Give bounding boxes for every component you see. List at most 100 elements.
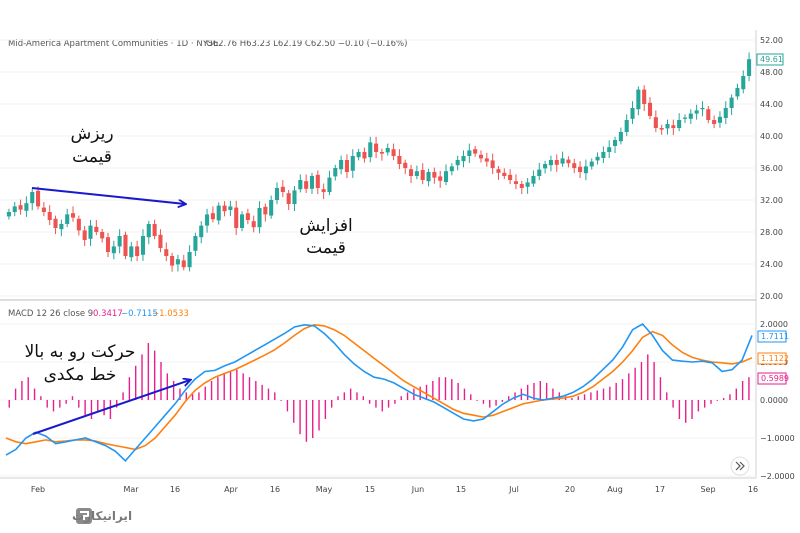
- histogram-bar: [248, 377, 251, 400]
- candle: [123, 231, 128, 260]
- histogram-bar: [78, 400, 80, 408]
- candle: [117, 229, 122, 254]
- macd-tick-label: −1.0000: [760, 434, 795, 443]
- candlestick-series: [6, 52, 752, 272]
- histogram-bar: [748, 377, 750, 400]
- candle: [409, 164, 414, 184]
- histogram-bar: [463, 388, 466, 400]
- candle: [595, 152, 600, 165]
- candle: [321, 183, 326, 200]
- histogram-bar: [52, 400, 55, 412]
- candle: [350, 149, 355, 178]
- candle: [694, 104, 699, 120]
- histogram-bar: [312, 400, 314, 438]
- histogram-bar: [666, 392, 668, 400]
- candle: [82, 226, 87, 247]
- histogram-bar: [552, 388, 554, 400]
- candle: [59, 219, 64, 237]
- histogram-bar: [141, 354, 143, 400]
- macd-tick-label: 2.0000: [760, 320, 788, 329]
- histogram-bar: [267, 388, 270, 400]
- hist-value: −1.0533: [152, 309, 189, 319]
- candle: [519, 180, 524, 195]
- time-tick-label: 16: [170, 485, 180, 494]
- histogram-bar: [217, 377, 219, 400]
- histogram-bar: [508, 396, 510, 400]
- candle: [111, 240, 116, 260]
- histogram-bar: [602, 388, 605, 400]
- candle: [647, 97, 653, 120]
- annot-price-drop-2: قیمت: [72, 147, 112, 167]
- price-drop-arrow: [31, 187, 185, 204]
- histogram-bar: [103, 400, 105, 416]
- candle: [251, 215, 256, 233]
- histogram-bar: [65, 400, 67, 404]
- price-tick-label: 52.00: [760, 36, 783, 45]
- histogram-bar: [470, 394, 472, 400]
- candle: [146, 220, 151, 245]
- candle: [484, 152, 489, 167]
- histogram-bar: [330, 400, 333, 408]
- histogram-bar: [27, 377, 29, 400]
- histogram-bar: [90, 400, 93, 419]
- histogram-bar: [40, 396, 42, 400]
- candle: [379, 148, 384, 161]
- candle: [630, 101, 635, 124]
- candle: [30, 188, 35, 211]
- candle: [53, 215, 58, 235]
- histogram-bar: [634, 367, 636, 400]
- svg-text:0.5989: 0.5989: [761, 374, 789, 383]
- histogram-bar: [729, 394, 731, 400]
- candle: [677, 113, 682, 132]
- candle: [502, 168, 507, 180]
- candle: [158, 229, 163, 253]
- candle: [537, 162, 542, 181]
- candle: [397, 149, 402, 170]
- time-tick-label: May: [316, 485, 333, 494]
- histogram-bar: [495, 400, 497, 406]
- histogram-bar: [400, 396, 402, 400]
- annot-price-rise-1: افزایش: [299, 216, 352, 236]
- svg-text:1.1122: 1.1122: [761, 354, 789, 363]
- candle: [239, 211, 245, 232]
- candle: [245, 208, 250, 225]
- histogram-bar: [286, 400, 289, 412]
- candle: [309, 172, 315, 194]
- candle: [578, 161, 583, 179]
- candle: [152, 219, 157, 240]
- candle: [298, 174, 303, 193]
- candle: [682, 114, 688, 123]
- time-tick-label: Feb: [31, 485, 45, 494]
- price-tick-label: 28.00: [760, 228, 783, 237]
- histogram-bar: [318, 400, 320, 431]
- histogram-bar: [735, 388, 737, 400]
- candle: [170, 252, 175, 272]
- histogram-bar: [406, 392, 409, 400]
- annot-price-rise-2: قیمت: [306, 238, 346, 258]
- candle: [723, 101, 728, 125]
- histogram-bar: [640, 362, 643, 400]
- histogram-bar: [242, 373, 244, 400]
- candle: [292, 186, 297, 212]
- candle: [560, 151, 565, 167]
- histogram-bar: [109, 400, 112, 419]
- scroll-to-end-icon[interactable]: [730, 456, 750, 476]
- histogram-bar: [514, 392, 516, 400]
- candle: [234, 200, 239, 236]
- candle: [642, 85, 647, 112]
- candle: [467, 143, 472, 164]
- candle: [612, 136, 618, 154]
- histogram-bar: [425, 384, 428, 400]
- price-tick-label: 32.00: [760, 196, 783, 205]
- histogram-bar: [362, 396, 364, 400]
- histogram-bar: [46, 400, 48, 408]
- signal-value: −0.7115: [121, 309, 158, 319]
- histogram-bar: [691, 400, 693, 419]
- price-tick-label: 36.00: [760, 164, 783, 173]
- histogram-bar: [659, 377, 662, 400]
- candle: [210, 206, 215, 223]
- histogram-bar: [185, 392, 187, 400]
- histogram-bar: [722, 398, 725, 400]
- candle: [76, 215, 81, 236]
